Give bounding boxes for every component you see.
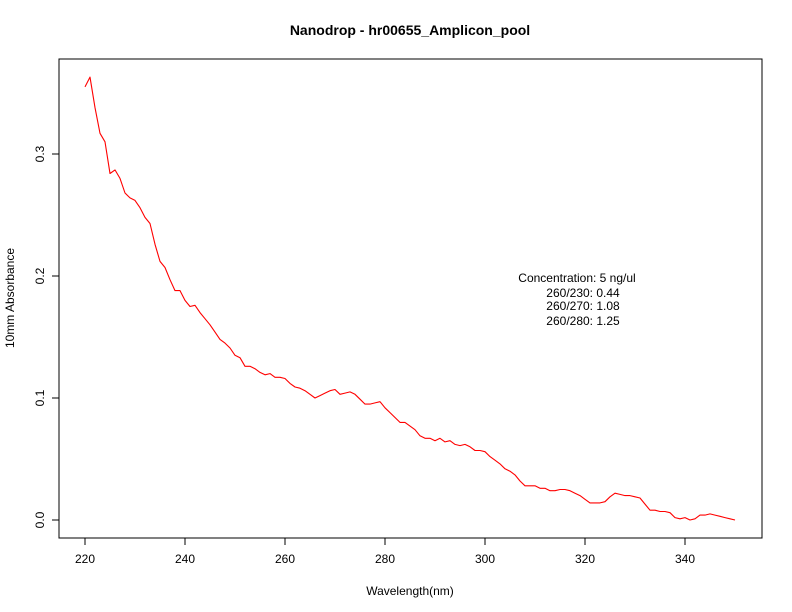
annotation-260-230: 260/230: 0.44 [546, 286, 620, 300]
chart-title: Nanodrop - hr00655_Amplicon_pool [290, 22, 530, 38]
y-tick-label: 0.1 [33, 389, 47, 406]
annotation-concentration: Concentration: 5 ng/ul [518, 271, 635, 285]
plot-frame [58, 58, 763, 539]
x-axis: 220 240 260 280 300 320 340 [75, 537, 695, 566]
x-tick-label: 340 [675, 552, 695, 566]
y-tick-label: 0.2 [33, 267, 47, 284]
y-axis: 0.0 0.1 0.2 0.3 [33, 145, 60, 528]
y-tick-label: 0.0 [33, 511, 47, 528]
x-tick-label: 240 [175, 552, 195, 566]
x-tick-label: 220 [75, 552, 95, 566]
y-tick-label: 0.3 [33, 145, 47, 162]
series-line [84, 76, 736, 521]
x-tick-label: 260 [275, 552, 295, 566]
x-tick-label: 320 [575, 552, 595, 566]
series-layer [84, 76, 736, 521]
annotation-260-270: 260/270: 1.08 [546, 299, 620, 313]
x-tick-label: 300 [475, 552, 495, 566]
x-axis-label: Wavelength(nm) [366, 584, 454, 598]
stats-annotation: Concentration: 5 ng/ul 260/230: 0.44 260… [518, 271, 635, 328]
y-axis-label: 10mm Absorbance [3, 248, 17, 348]
x-tick-label: 280 [375, 552, 395, 566]
annotation-260-280: 260/280: 1.25 [546, 314, 620, 328]
